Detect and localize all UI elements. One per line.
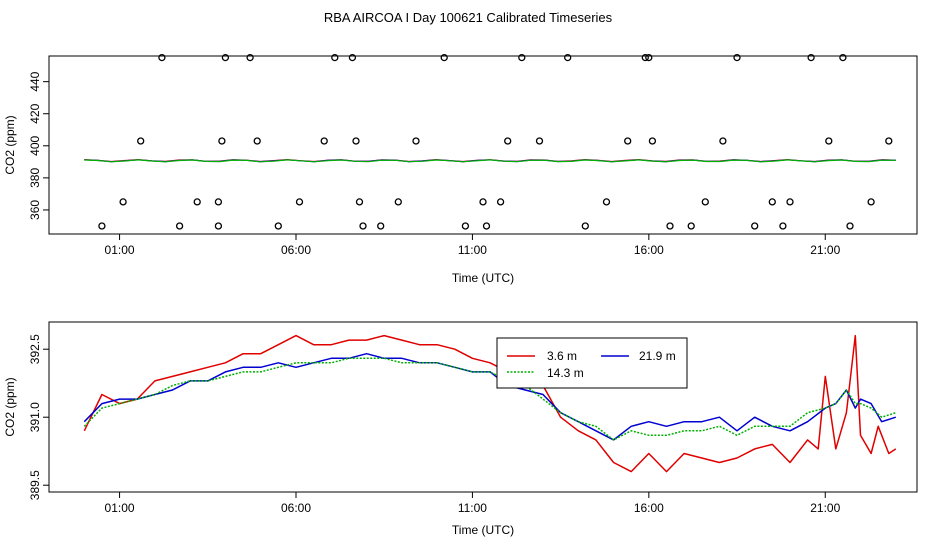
top-y-axis-label: CO2 (ppm) bbox=[3, 115, 17, 174]
top-outlier-point bbox=[648, 137, 657, 145]
top-outlier-point bbox=[885, 137, 893, 145]
top-outlier-point bbox=[274, 222, 282, 230]
bottom-x-tick-label: 16:00 bbox=[634, 501, 664, 515]
top-y-tick-label: 420 bbox=[28, 103, 42, 123]
top-y-tick-label: 360 bbox=[28, 200, 42, 220]
top-plot-frame bbox=[48, 55, 918, 235]
top-outlier-point bbox=[602, 198, 611, 206]
top-outlier-point bbox=[624, 137, 632, 145]
top-outlier-point bbox=[846, 222, 854, 230]
top-outlier-point bbox=[581, 222, 589, 230]
top-outlier-point bbox=[733, 53, 741, 62]
top-outlier-point bbox=[719, 137, 727, 145]
top-y-tick-label: 440 bbox=[28, 71, 42, 91]
bottom-series-line-3-6-m bbox=[83, 334, 897, 473]
top-outlier-point bbox=[175, 222, 184, 230]
top-outlier-point bbox=[320, 137, 328, 145]
bottom-panel: 01:00 06:00 11:00 16:00 21:00 389.5 391.0 392.… bbox=[3, 321, 918, 537]
top-outlier-point bbox=[377, 222, 385, 230]
top-x-tick-label: 11:00 bbox=[458, 243, 487, 257]
legend: 3.6 m 21.9 m 14.3 m bbox=[496, 337, 688, 389]
top-outlier-point bbox=[701, 198, 709, 206]
top-outlier-point bbox=[214, 222, 223, 230]
top-y-axis: 360 380 400 420 440 bbox=[28, 71, 49, 220]
bottom-series-line-14-3-m bbox=[83, 357, 897, 441]
top-outlier-point bbox=[119, 198, 127, 206]
bottom-y-axis-label: CO2 (ppm) bbox=[3, 377, 17, 436]
top-x-tick-label: 21:00 bbox=[810, 243, 840, 257]
bottom-x-tick-label: 11:00 bbox=[458, 501, 487, 515]
top-series-line-14-3-m bbox=[84, 159, 896, 163]
top-outlier-point bbox=[666, 222, 674, 230]
top-outlier-point bbox=[751, 222, 759, 230]
top-outlier-point bbox=[440, 53, 448, 62]
bottom-y-tick-label: 392.5 bbox=[28, 334, 42, 364]
top-outlier-point bbox=[355, 198, 364, 206]
top-outlier-point bbox=[214, 198, 223, 206]
top-outlier-point bbox=[768, 198, 776, 206]
bottom-x-axis: 01:00 06:00 11:00 16:00 21:00 bbox=[105, 492, 841, 515]
top-outlier-point bbox=[518, 53, 526, 62]
bottom-x-tick-label: 01:00 bbox=[105, 501, 135, 515]
top-outlier-point bbox=[137, 137, 145, 145]
bottom-x-axis-label: Time (UTC) bbox=[452, 523, 514, 537]
top-outlier-point bbox=[221, 53, 230, 62]
top-outlier-point bbox=[253, 137, 261, 145]
legend-label-3-6m: 3.6 m bbox=[547, 349, 577, 363]
legend-label-21-9m: 21.9 m bbox=[639, 349, 676, 363]
top-outlier-point bbox=[394, 198, 402, 206]
legend-label-14-3m: 14.3 m bbox=[547, 366, 584, 380]
top-outlier-point bbox=[193, 198, 201, 206]
top-outlier-point bbox=[807, 53, 815, 62]
top-outlier-point bbox=[295, 198, 304, 206]
top-outlier-point bbox=[535, 137, 544, 145]
top-outlier-point bbox=[825, 137, 833, 145]
top-outlier-point bbox=[482, 222, 491, 230]
top-outlier-point bbox=[359, 222, 367, 230]
top-x-axis: 01:00 06:00 11:00 16:00 21:00 bbox=[105, 234, 841, 257]
top-outlier-point bbox=[786, 198, 794, 206]
top-y-tick-label: 380 bbox=[28, 168, 42, 188]
top-outlier-point bbox=[496, 198, 505, 206]
bottom-y-axis: 389.5 391.0 392.5 bbox=[28, 334, 49, 500]
top-outlier-point bbox=[461, 222, 470, 230]
top-y-tick-label: 400 bbox=[28, 135, 42, 155]
top-outlier-point bbox=[641, 53, 649, 62]
top-outlier-point bbox=[645, 53, 653, 62]
bottom-y-tick-label: 391.0 bbox=[28, 402, 42, 432]
bottom-x-tick-label: 21:00 bbox=[810, 501, 840, 515]
top-x-tick-label: 16:00 bbox=[634, 243, 664, 257]
legend-box bbox=[496, 337, 688, 389]
bottom-plot-lines bbox=[83, 334, 897, 473]
top-x-tick-label: 06:00 bbox=[281, 243, 311, 257]
bottom-x-tick-label: 06:00 bbox=[281, 501, 311, 515]
bottom-y-tick-label: 389.5 bbox=[28, 470, 42, 500]
top-outlier-point bbox=[564, 53, 572, 62]
top-outlier-point bbox=[687, 222, 695, 230]
top-outlier-point bbox=[98, 222, 106, 230]
top-outlier-point bbox=[504, 137, 512, 145]
top-panel: 01:00 06:00 11:00 16:00 21:00 360 380 400 420 44… bbox=[3, 53, 918, 285]
top-x-axis-label: Time (UTC) bbox=[452, 271, 514, 285]
top-outlier-point bbox=[479, 198, 487, 206]
top-outlier-point bbox=[839, 53, 847, 62]
top-outlier-point bbox=[779, 222, 787, 230]
top-outlier-point bbox=[352, 137, 360, 145]
bottom-series-line-21-9-m bbox=[83, 352, 897, 441]
top-x-tick-label: 01:00 bbox=[105, 243, 135, 257]
top-outlier-point bbox=[867, 198, 875, 206]
top-outlier-point bbox=[331, 53, 339, 62]
bottom-plot-frame bbox=[48, 321, 918, 493]
top-plot-marks bbox=[84, 53, 896, 230]
top-outlier-point bbox=[218, 137, 226, 145]
top-outlier-point bbox=[246, 53, 254, 62]
top-outlier-point bbox=[412, 137, 420, 145]
top-outlier-point bbox=[158, 53, 166, 62]
chart-title: RBA AIRCOA I Day 100621 Calibrated Times… bbox=[324, 10, 613, 25]
top-outlier-point bbox=[348, 53, 357, 62]
